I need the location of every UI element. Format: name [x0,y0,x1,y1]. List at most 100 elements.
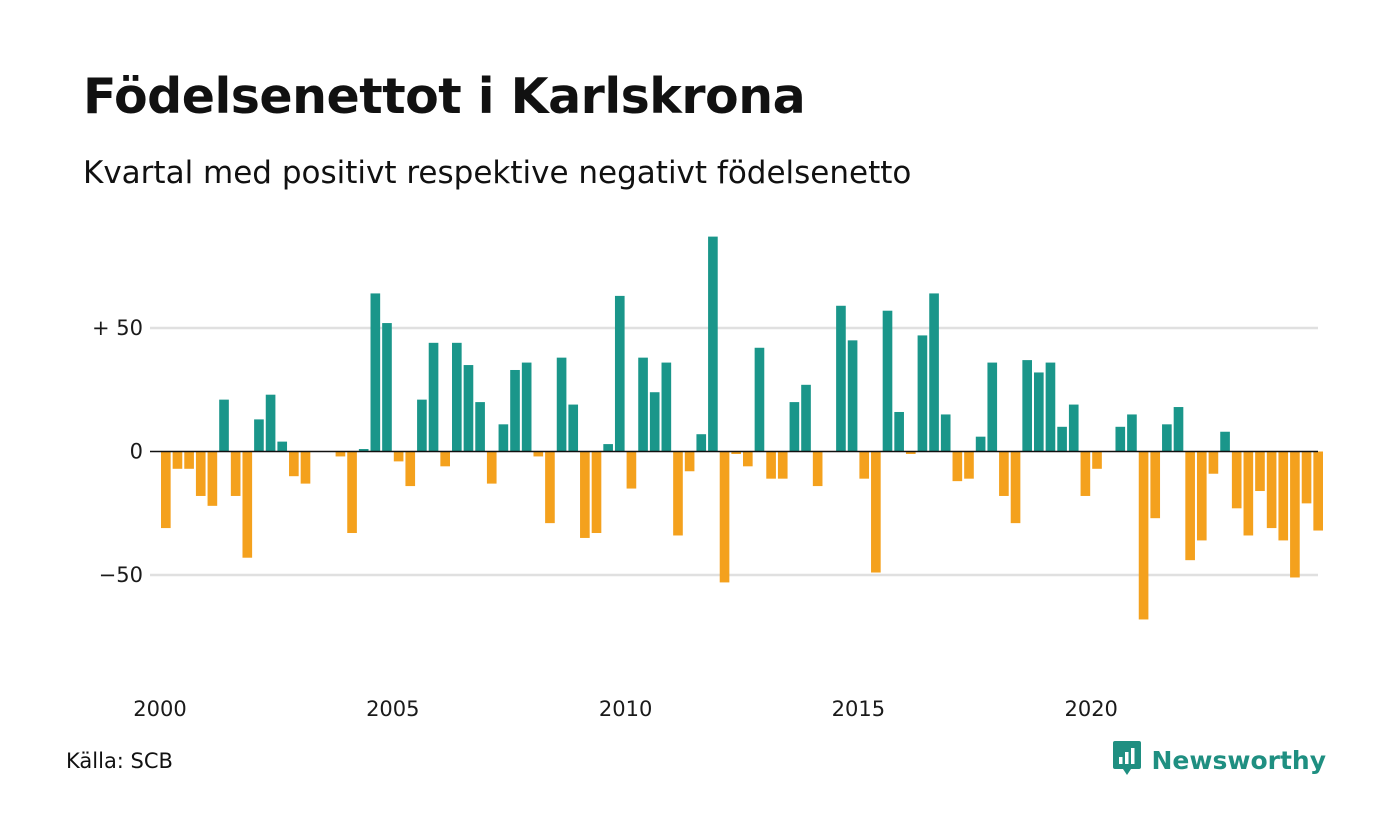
bar-positive[interactable] [1220,431,1230,452]
bar-negative[interactable] [1301,451,1312,504]
bar-positive[interactable] [382,323,392,452]
bar-negative[interactable] [766,451,776,479]
x-tick-label: 2000 [133,697,186,721]
bar-positive[interactable] [614,295,625,452]
bar-positive[interactable] [428,342,439,452]
bar-positive[interactable] [254,419,264,452]
bar-negative[interactable] [195,451,206,496]
bar-positive[interactable] [975,436,986,452]
bar-negative[interactable] [300,451,311,484]
bar-negative[interactable] [172,451,183,469]
bar-negative[interactable] [1138,451,1149,620]
bar-negative[interactable] [731,451,741,454]
bar-negative[interactable] [393,451,404,462]
bar-positive[interactable] [940,414,951,452]
brand-logo[interactable]: Newsworthy [1112,740,1327,780]
bar-negative[interactable] [335,451,346,457]
bar-negative[interactable] [591,451,602,534]
bar-negative[interactable] [743,451,753,467]
bar-positive[interactable] [789,402,800,452]
bar-positive[interactable] [219,399,229,452]
bar-negative[interactable] [1290,451,1300,578]
bar-positive[interactable] [638,357,648,452]
bar-positive[interactable] [1162,424,1172,452]
bar-negative[interactable] [242,451,253,558]
bar-negative[interactable] [1313,451,1323,531]
bar-negative[interactable] [1208,451,1219,474]
bar-positive[interactable] [556,357,567,452]
bar-positive[interactable] [452,342,462,452]
bar-negative[interactable] [719,451,730,583]
bar-negative[interactable] [545,451,555,524]
bar-negative[interactable] [673,451,683,536]
bar-negative[interactable] [1092,451,1102,469]
bar-positive[interactable] [1022,360,1032,452]
bar-negative[interactable] [1231,451,1242,509]
bar-negative[interactable] [405,451,416,487]
bar-negative[interactable] [812,451,823,487]
bar-positive[interactable] [568,404,579,452]
bar-negative[interactable] [859,451,870,479]
bar-positive[interactable] [1127,414,1137,452]
bar-positive[interactable] [836,305,846,452]
bar-positive[interactable] [1173,407,1184,452]
bar-positive[interactable] [475,402,485,452]
bar-positive[interactable] [661,362,672,452]
bar-negative[interactable] [964,451,974,479]
bar-positive[interactable] [929,293,939,452]
bar-negative[interactable] [1255,451,1265,492]
bar-positive[interactable] [1057,426,1067,452]
bar-negative[interactable] [777,451,788,479]
bar-negative[interactable] [626,451,637,489]
bar-positive[interactable] [801,384,811,452]
bar-negative[interactable] [952,451,963,482]
bar-positive[interactable] [1045,362,1056,452]
bar-negative[interactable] [580,451,590,538]
bar-positive[interactable] [1034,372,1044,452]
bar-positive[interactable] [603,444,613,452]
bar-negative[interactable] [1278,451,1289,541]
bar-negative[interactable] [871,451,881,573]
bar-negative[interactable] [1196,451,1207,541]
bar-negative[interactable] [1185,451,1195,561]
bar-negative[interactable] [440,451,450,467]
bar-negative[interactable] [905,451,916,454]
bar-positive[interactable] [1115,426,1126,452]
bar-positive[interactable] [417,399,427,452]
bar-negative[interactable] [486,451,497,484]
bar-negative[interactable] [1010,451,1021,524]
bar-positive[interactable] [521,362,532,452]
bar-negative[interactable] [184,451,194,469]
bar-positive[interactable] [649,392,660,452]
bar-positive[interactable] [696,434,707,452]
bar-positive[interactable] [498,424,509,452]
bar-positive[interactable] [754,347,765,452]
bar-negative[interactable] [347,451,357,534]
bar-negative[interactable] [161,451,171,529]
bar-positive[interactable] [1068,404,1079,452]
bar-negative[interactable] [289,451,299,477]
y-tick-label: −50 [99,563,143,587]
bar-positive[interactable] [370,293,381,452]
bar-negative[interactable] [1266,451,1277,529]
bar-positive[interactable] [882,310,893,452]
bar-positive[interactable] [894,411,904,452]
bar-negative[interactable] [1243,451,1254,536]
bar-positive[interactable] [708,236,718,452]
bar-positive[interactable] [277,441,288,452]
brand-name: Newsworthy [1151,745,1327,775]
bar-negative[interactable] [684,451,695,472]
bar-positive[interactable] [917,335,928,452]
bar-positive[interactable] [358,449,369,452]
bar-positive[interactable] [510,369,520,452]
bar-negative[interactable] [1080,451,1091,496]
bar-negative[interactable] [999,451,1009,496]
bar-negative[interactable] [533,451,544,457]
bar-negative[interactable] [207,451,218,506]
bar-negative[interactable] [1150,451,1161,519]
bar-positive[interactable] [847,340,858,452]
bar-positive[interactable] [463,365,474,452]
bar-positive[interactable] [265,394,276,452]
bar-negative[interactable] [230,451,241,496]
bar-positive[interactable] [987,362,998,452]
